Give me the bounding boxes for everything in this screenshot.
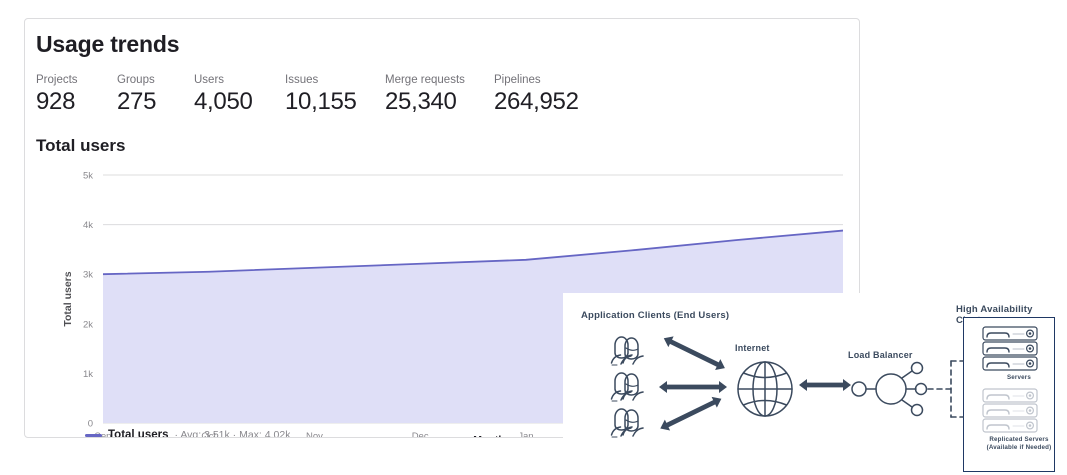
- stat-pipelines: Pipelines 264,952: [494, 73, 579, 117]
- clients-title: Application Clients (End Users): [581, 310, 730, 321]
- server-stack-replicated: [982, 388, 1038, 433]
- stat-label: Groups: [117, 74, 155, 86]
- chart-y-tick-labels: 0 1k 2k 3k 4k 5k: [83, 171, 93, 430]
- legend-series-stats: · Avg: 3.51k · Max: 4.02k: [174, 429, 291, 438]
- chart-line: [103, 229, 843, 276]
- stat-label: Issues: [285, 74, 319, 86]
- users-group-icon: [610, 372, 644, 402]
- architecture-diagram: Application Clients (End Users) Internet…: [563, 293, 1067, 475]
- y-tick-label: 0: [88, 419, 93, 430]
- stat-merge-requests: Merge requests 25,340: [385, 73, 494, 117]
- stat-label: Projects: [36, 74, 78, 86]
- stat-value: 25,340: [385, 88, 457, 115]
- x-tick-label: Nov: [306, 431, 323, 438]
- arrow-clients-internet-middle: [659, 381, 727, 393]
- chart-heading: Total users: [36, 136, 126, 155]
- stat-groups: Groups 275: [117, 73, 194, 117]
- stat-value: 10,155: [285, 88, 357, 115]
- y-tick-label: 5k: [83, 171, 93, 182]
- x-tick-label: Jan: [518, 431, 533, 438]
- load-balancer-label: Load Balancer: [848, 350, 913, 360]
- replicated-servers-label: Replicated Servers (Available if Needed): [956, 436, 1067, 452]
- legend-series-name: Total users: [108, 429, 169, 438]
- stats-row: Projects 928 Groups 275 Users 4,050 Issues 10,1…: [36, 73, 579, 117]
- page-title: Usage trends: [36, 31, 180, 57]
- legend-color-swatch: [85, 433, 102, 437]
- users-group-icon: [610, 408, 644, 438]
- diagram-graphics: [610, 326, 1038, 438]
- stat-label: Pipelines: [494, 74, 541, 86]
- chart-legend[interactable]: Total users · Avg: 3.51k · Max: 4.02k: [85, 429, 291, 438]
- arrow-clients-internet-top: [663, 336, 725, 370]
- users-group-icon: [610, 336, 644, 366]
- x-tick-label: Oct: [201, 431, 216, 438]
- server-stack-active: [982, 326, 1038, 371]
- stat-value: 4,050: [194, 88, 253, 115]
- dashed-connector: [927, 360, 964, 418]
- y-tick-label: 1k: [83, 369, 93, 380]
- stat-value: 275: [117, 88, 157, 115]
- stat-label: Merge requests: [385, 74, 465, 86]
- servers-label: Servers: [1006, 374, 1032, 381]
- replicated-servers-label-line1: Replicated Servers: [989, 436, 1049, 443]
- internet-label: Internet: [735, 343, 770, 353]
- arrow-internet-loadbalancer: [799, 379, 851, 391]
- y-tick-label: 2k: [83, 319, 93, 330]
- stat-users: Users 4,050: [194, 73, 285, 117]
- arrow-clients-internet-bottom: [660, 396, 722, 431]
- x-tick-label: Dec: [412, 431, 429, 438]
- stat-issues: Issues 10,155: [285, 73, 385, 117]
- stat-value: 928: [36, 88, 76, 115]
- load-balancer-icon: [851, 361, 928, 417]
- y-tick-label: 3k: [83, 270, 93, 281]
- chart-x-axis-label: Month: [473, 434, 505, 438]
- stat-projects: Projects 928: [36, 73, 117, 117]
- stat-label: Users: [194, 74, 225, 86]
- replicated-servers-label-line2: (Available if Needed): [986, 444, 1052, 451]
- stat-value: 264,952: [494, 88, 579, 115]
- y-tick-label: 4k: [83, 220, 93, 231]
- globe-icon: [737, 361, 793, 417]
- x-tick-label: Sep: [95, 431, 112, 438]
- chart-y-axis-label: Total users: [62, 271, 74, 326]
